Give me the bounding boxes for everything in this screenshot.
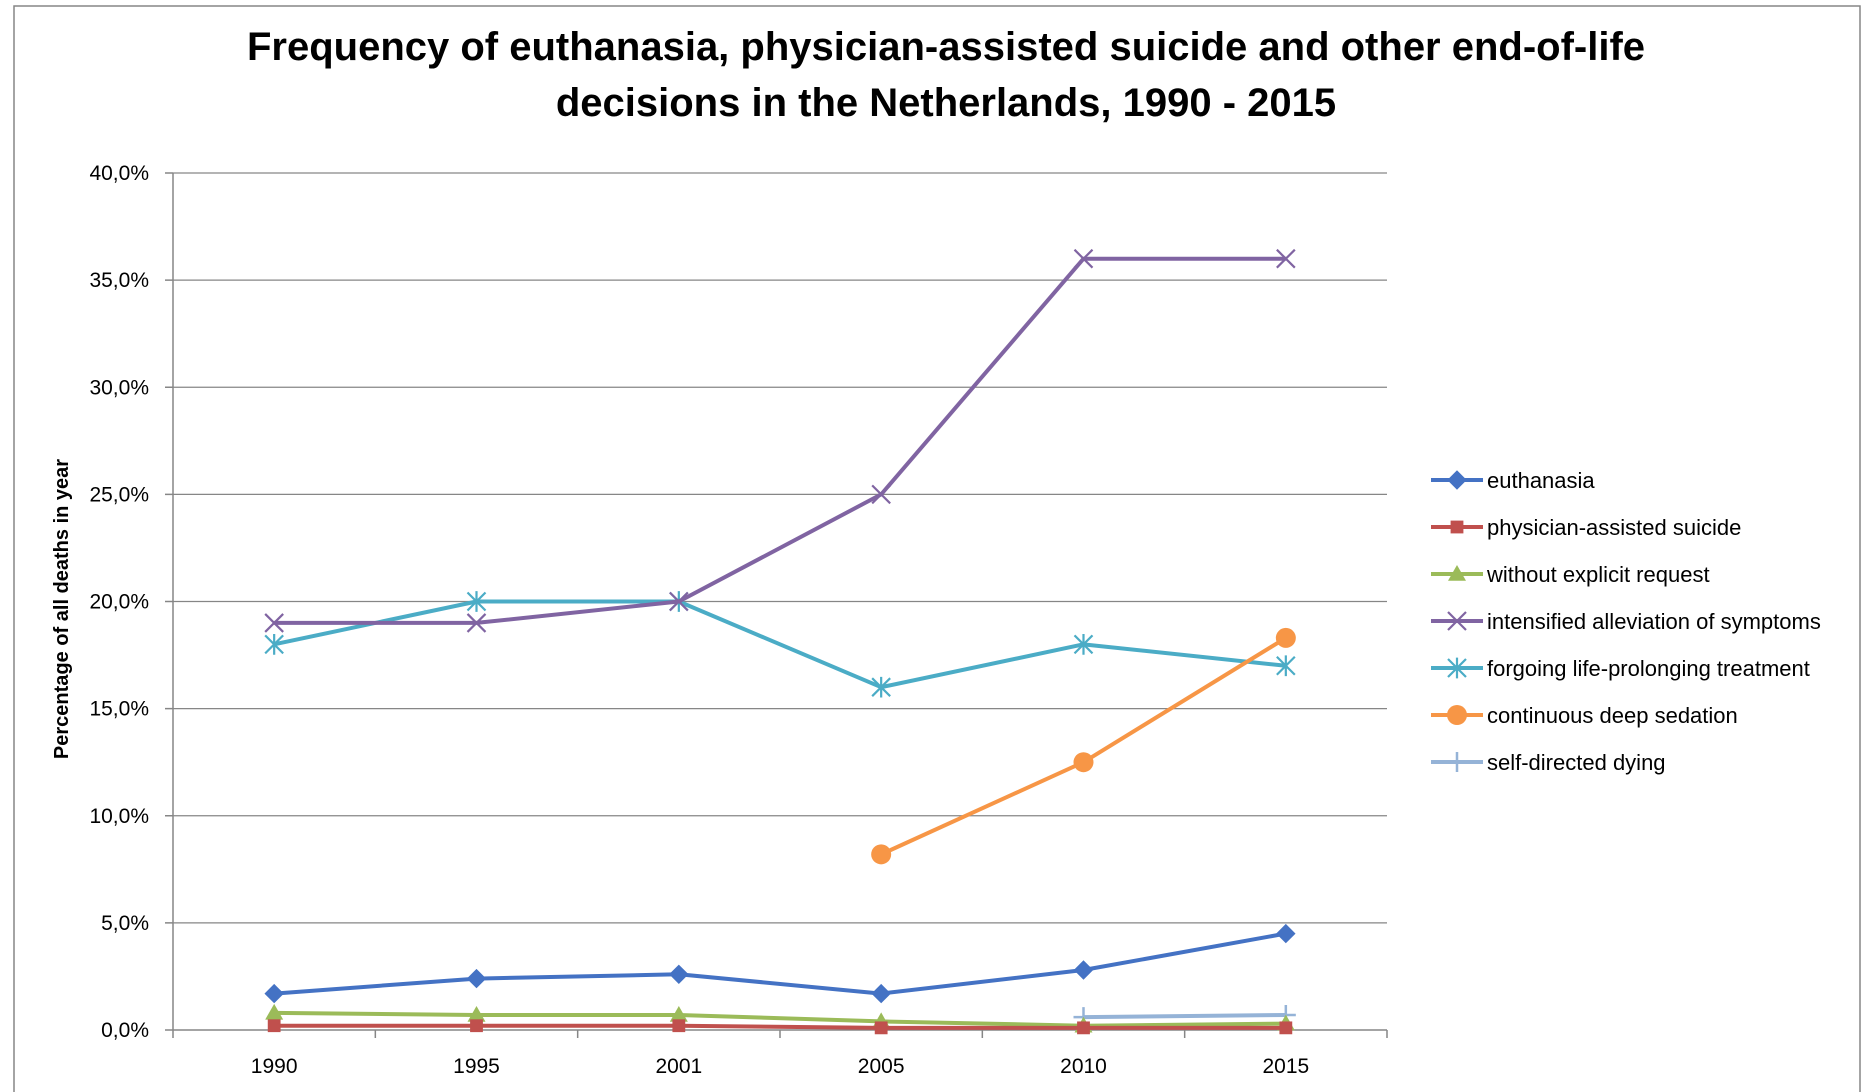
legend-entry: continuous deep sedation (1431, 703, 1738, 728)
data-point (1073, 248, 1094, 269)
data-point (672, 1019, 686, 1033)
legend: euthanasia physician-assisted suicide with… (1431, 468, 1821, 775)
legend-label: intensified alleviation of symptoms (1487, 609, 1821, 634)
data-point (871, 484, 891, 505)
data-point (1073, 752, 1094, 773)
series-line (273, 599, 1287, 690)
data-point (1276, 923, 1296, 944)
legend-label: self-directed dying (1487, 750, 1666, 775)
legend-entry: physician-assisted suicide (1431, 515, 1741, 540)
data-point (466, 968, 487, 989)
legend-label: physician-assisted suicide (1487, 515, 1741, 540)
data-point (264, 983, 284, 1004)
data-point (1077, 1021, 1090, 1035)
series-continuous-deep-sedation (871, 627, 1296, 865)
series-physician-assisted-suicide (267, 1019, 1293, 1035)
legend-marker (1447, 657, 1467, 679)
legend-marker (1450, 520, 1464, 534)
legend-marker (1447, 752, 1467, 772)
series-lines (264, 248, 1296, 1035)
chart-title-line-1: Frequency of euthanasia, physician-assis… (247, 25, 1645, 69)
y-tick-label: 30,0% (89, 376, 149, 399)
data-point (871, 844, 892, 865)
data-point (1279, 1021, 1293, 1035)
data-point (871, 983, 891, 1004)
y-tick-label: 10,0% (89, 805, 149, 828)
data-point (265, 1003, 284, 1020)
legend-entry: self-directed dying (1431, 750, 1666, 775)
x-tick-label: 2010 (1060, 1055, 1107, 1078)
series-line (880, 636, 1287, 857)
legend-marker (1447, 705, 1467, 725)
data-point (1276, 655, 1296, 677)
gridlines (173, 172, 1387, 924)
legend-entry: euthanasia (1431, 468, 1595, 493)
data-point (871, 676, 891, 698)
y-axis-title: Percentage of all deaths in year (51, 459, 73, 759)
x-tick-label: 2015 (1262, 1055, 1309, 1078)
data-point (466, 613, 487, 633)
y-tick-label: 20,0% (89, 591, 149, 614)
series-line (274, 1010, 1286, 1028)
series-line (1083, 1013, 1286, 1020)
data-point (1073, 960, 1094, 980)
x-tick-label: 1995 (453, 1055, 500, 1078)
y-tick-label: 5,0% (101, 912, 149, 935)
x-tick-label: 1990 (251, 1055, 298, 1078)
data-point (470, 1019, 483, 1033)
data-point (1073, 634, 1094, 655)
data-point (874, 1021, 888, 1035)
x-tick-label: 2001 (655, 1055, 702, 1078)
legend-label: forgoing life-prolonging treatment (1487, 656, 1810, 681)
y-tick-label: 25,0% (89, 483, 149, 506)
legend-entry: forgoing life-prolonging treatment (1431, 656, 1810, 681)
series-line (274, 256, 1286, 625)
series-euthanasia (264, 923, 1296, 1004)
chart-title-line-2: decisions in the Netherlands, 1990 - 201… (556, 81, 1336, 125)
axes: 0,0% 5,0% 10,0% 15,0% 20,0% 25,0% 30,0% 35,0% 40… (89, 162, 1388, 1078)
data-point (264, 613, 284, 633)
data-point (467, 1006, 486, 1022)
legend-marker (1447, 470, 1467, 490)
data-point (1275, 627, 1296, 648)
data-point (466, 591, 487, 612)
series-line (274, 1023, 1286, 1030)
chart-frame (13, 5, 1861, 1092)
data-point (1276, 248, 1296, 269)
x-tick-label: 2005 (858, 1055, 905, 1078)
legend-marker (1448, 565, 1466, 581)
data-point (669, 964, 689, 985)
series-intensified-alleviation-of-symptoms (264, 248, 1296, 633)
series-line (274, 931, 1287, 996)
legend-entry: without explicit request (1431, 562, 1710, 587)
y-tick-label: 40,0% (89, 162, 149, 185)
y-tick-label: 35,0% (89, 269, 149, 292)
y-tick-label: 0,0% (101, 1019, 149, 1042)
legend-marker (1447, 611, 1467, 631)
legend-entry: intensified alleviation of symptoms (1431, 609, 1821, 634)
legend-label: without explicit request (1486, 562, 1710, 587)
y-tick-label: 15,0% (89, 698, 149, 721)
data-point (267, 1019, 281, 1033)
data-point (264, 634, 284, 655)
legend-label: continuous deep sedation (1487, 703, 1738, 728)
legend-label: euthanasia (1487, 468, 1595, 493)
data-point (669, 591, 689, 612)
data-point (669, 1006, 688, 1022)
series-forgoing-life-prolonging-treatment (264, 591, 1296, 698)
